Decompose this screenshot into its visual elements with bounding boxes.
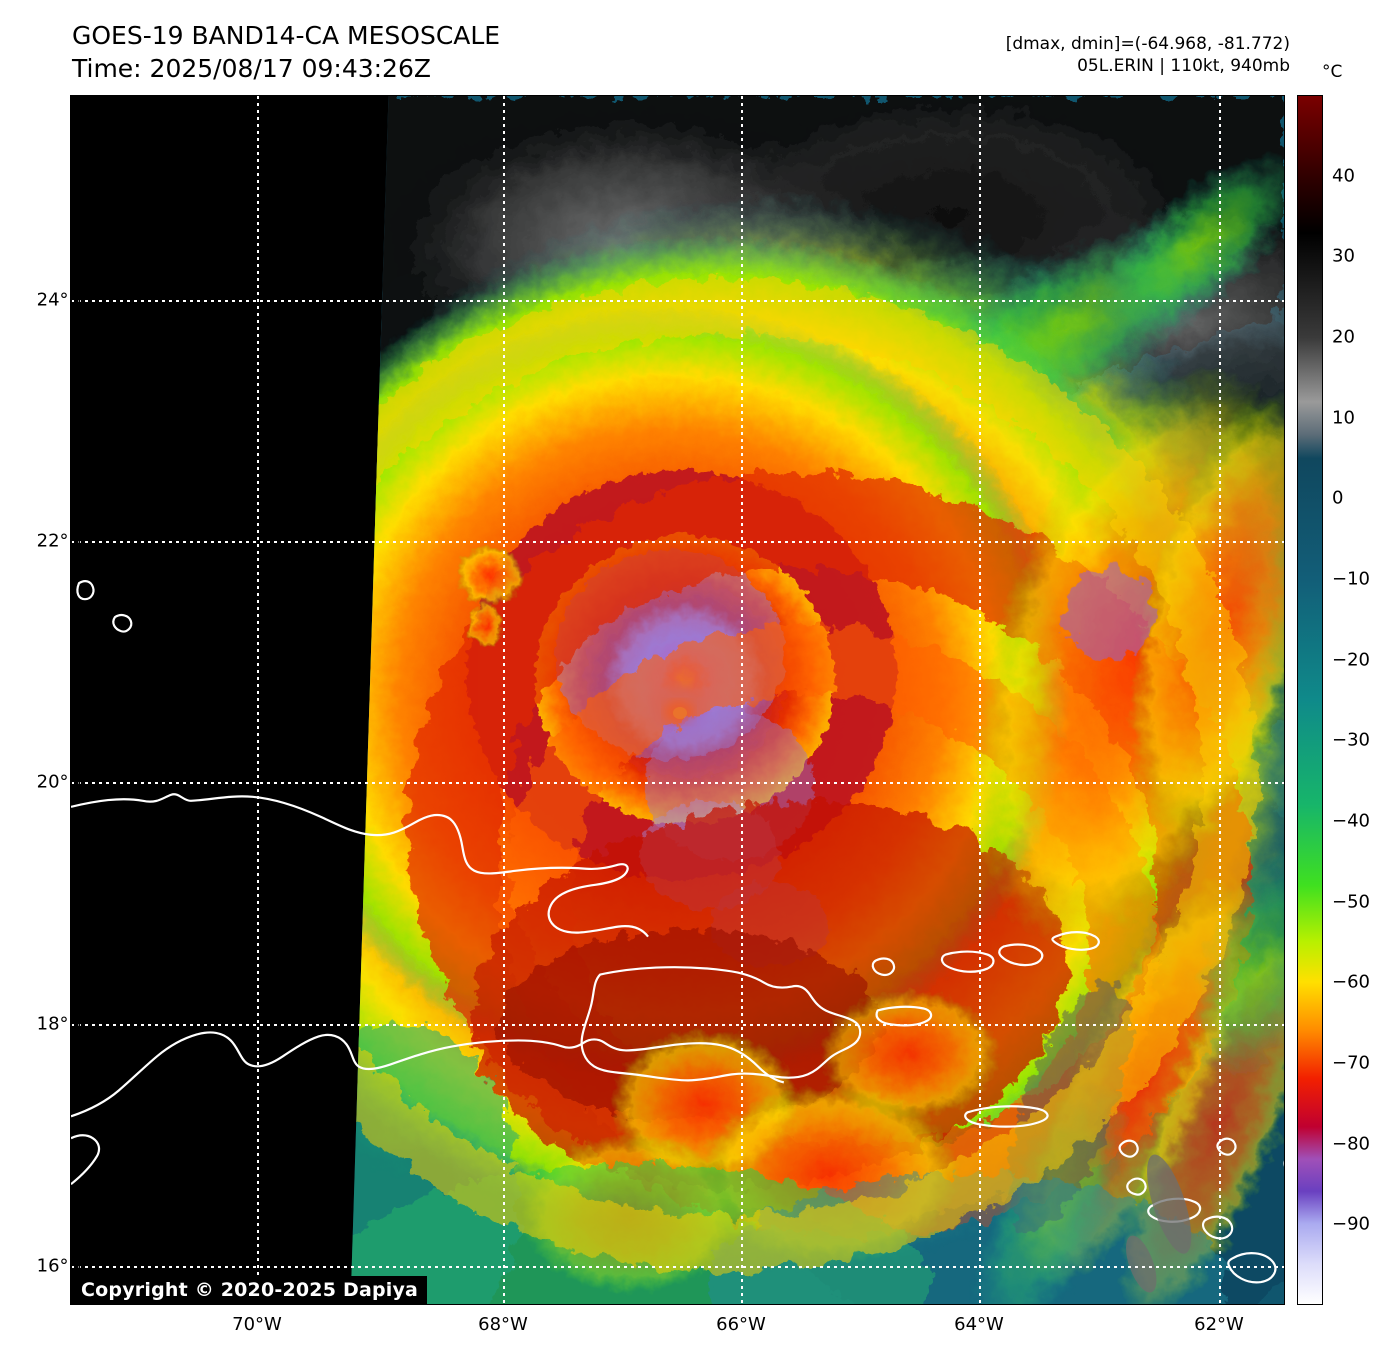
xtick-62w: 62°W xyxy=(1194,1314,1244,1335)
colorbar-tick-neg60: −60 xyxy=(1332,971,1370,993)
metadata-block: [dmax, dmin]=(-64.968, -81.772) 05L.ERIN… xyxy=(1006,33,1290,78)
colorbar-tick-0: 0 xyxy=(1332,487,1344,509)
colorbar-tick-neg70: −70 xyxy=(1332,1052,1370,1074)
colorbar-unit-label: °C xyxy=(1322,62,1343,82)
gridline-64w xyxy=(979,96,981,1304)
timestamp-label: Time: 2025/08/17 09:43:26Z xyxy=(72,53,431,83)
xtick-66w: 66°W xyxy=(716,1314,766,1335)
gridline-20n xyxy=(71,782,1284,784)
gridline-68w xyxy=(503,96,505,1304)
gridline-66w xyxy=(741,96,743,1304)
storm-info-label: 05L.ERIN | 110kt, 940mb xyxy=(1077,56,1290,77)
xtick-70w: 70°W xyxy=(232,1314,282,1335)
colorbar-tick-40: 40 xyxy=(1332,165,1355,187)
gridline-24n xyxy=(71,300,1284,302)
colorbar-tick-neg30: −30 xyxy=(1332,729,1370,751)
colorbar-tick-30: 30 xyxy=(1332,245,1355,267)
xtick-68w: 68°W xyxy=(478,1314,528,1335)
colorbar-tick-neg50: −50 xyxy=(1332,891,1370,913)
gridline-16n xyxy=(71,1266,1284,1268)
ytick-20n: 20°N xyxy=(36,771,82,793)
colorbar-tick-neg80: −80 xyxy=(1332,1133,1370,1155)
infrared-satellite-heatmap xyxy=(71,96,1284,1304)
colorbar-tick-neg40: −40 xyxy=(1332,810,1370,832)
colorbar-tick-20: 20 xyxy=(1332,326,1355,348)
page-title: GOES-19 BAND14-CA MESOSCALE Time: 2025/0… xyxy=(72,20,500,85)
temperature-colorbar xyxy=(1297,95,1323,1305)
coastline-overlay xyxy=(71,580,1284,1284)
satellite-plot-area xyxy=(70,95,1285,1305)
ytick-16n: 16°N xyxy=(36,1255,82,1277)
product-title: GOES-19 BAND14-CA MESOSCALE xyxy=(72,21,501,50)
colorbar-tick-neg10: −10 xyxy=(1332,568,1370,590)
dmax-dmin-label: [dmax, dmin]=(-64.968, -81.772) xyxy=(1005,34,1290,54)
island-silhouettes xyxy=(1126,1154,1192,1293)
ytick-24n: 24°N xyxy=(36,289,82,311)
gridline-62w xyxy=(1219,96,1221,1304)
colorbar-tick-neg20: −20 xyxy=(1332,649,1370,671)
colorbar-tick-10: 10 xyxy=(1332,407,1355,429)
ytick-18n: 18°N xyxy=(36,1013,82,1035)
gridline-18n xyxy=(71,1024,1284,1026)
xtick-64w: 64°W xyxy=(954,1314,1004,1335)
ytick-22n: 22°N xyxy=(36,530,82,552)
copyright-banner: Copyright © 2020-2025 Dapiya xyxy=(72,1276,428,1305)
colorbar-gradient xyxy=(1298,96,1322,1304)
gridline-70w xyxy=(257,96,259,1304)
colorbar-tick-neg90: −90 xyxy=(1332,1213,1370,1235)
gridline-22n xyxy=(71,541,1284,543)
